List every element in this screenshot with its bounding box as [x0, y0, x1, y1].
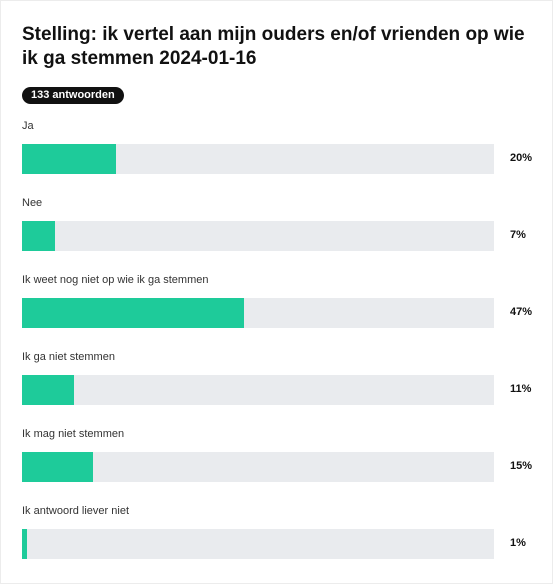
- bar-fill: [22, 529, 27, 559]
- option-label: Ik ga niet stemmen: [22, 351, 115, 363]
- bar-track: [22, 144, 494, 174]
- option-label: Ik weet nog niet op wie ik ga stemmen: [22, 274, 209, 286]
- bar-fill: [22, 298, 244, 328]
- poll-title: Stelling: ik vertel aan mijn ouders en/o…: [22, 24, 525, 69]
- percentage-label: 1%: [510, 537, 526, 549]
- bar-track: [22, 375, 494, 405]
- bar-track: [22, 529, 494, 559]
- percentage-label: 47%: [510, 306, 533, 318]
- percentage-label: 15%: [510, 460, 533, 472]
- result-row: Ik weet nog niet op wie ik ga stemmen 47%: [22, 274, 542, 342]
- result-row: Ja 20%: [22, 120, 542, 188]
- bar-track: [22, 221, 494, 251]
- bar-fill: [22, 452, 93, 482]
- bar-fill: [22, 144, 117, 174]
- option-label: Ik mag niet stemmen: [22, 428, 125, 440]
- bar-track: [22, 298, 494, 328]
- percentage-label: 11%: [510, 383, 532, 395]
- result-row: Ik mag niet stemmen 15%: [22, 428, 542, 496]
- bar-fill: [22, 375, 74, 405]
- option-label: Ik antwoord liever niet: [22, 505, 129, 517]
- result-row: Ik ga niet stemmen 11%: [22, 351, 542, 419]
- result-row: Nee 7%: [22, 197, 542, 265]
- bar-track: [22, 452, 494, 482]
- result-row: Ik antwoord liever niet 1%: [22, 505, 542, 573]
- option-label: Nee: [22, 197, 43, 209]
- option-label: Ja: [22, 120, 34, 132]
- bar-fill: [22, 221, 56, 251]
- percentage-label: 7%: [510, 229, 526, 241]
- percentage-label: 20%: [510, 152, 533, 164]
- response-count-badge: 133 antwoorden: [22, 87, 124, 104]
